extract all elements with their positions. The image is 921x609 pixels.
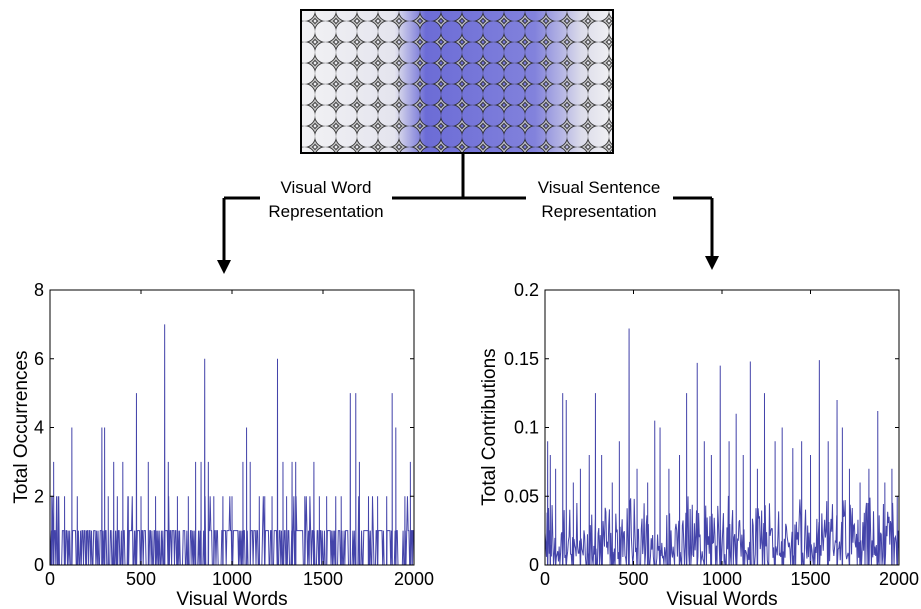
chart-right-xtick-label: 2000	[879, 569, 919, 589]
branch-left-line2: Representation	[268, 202, 383, 221]
chart-left-xtick-label: 1000	[212, 569, 252, 589]
chart-right-ytick-label: 0.15	[504, 349, 539, 369]
chart-left-xtick-label: 0	[45, 569, 55, 589]
chart-left-xtick-label: 1500	[303, 569, 343, 589]
chart-left: 0 500 1000 1500 2000 0 2 4 6 8 Visual Words Total…	[11, 280, 434, 609]
arrow-right-head	[705, 256, 719, 270]
chart-left-ytick-label: 8	[34, 280, 44, 300]
chart-left-series	[50, 324, 414, 565]
branch-right-line1: Visual Sentence	[538, 178, 661, 197]
chart-right-ytick-label: 0	[529, 555, 539, 575]
chart-right-series-line	[545, 328, 899, 565]
chart-right-xlabel: Visual Words	[666, 589, 777, 609]
chart-left-ytick-label: 2	[34, 486, 44, 506]
chart-left-ytick-label: 4	[34, 418, 44, 438]
chart-left-xtick-label: 500	[126, 569, 156, 589]
chart-right-xtick-label: 500	[618, 569, 648, 589]
chart-left-series-line	[50, 324, 414, 565]
chart-left-ylabel: Total Occurrences	[11, 350, 32, 503]
chart-right-ytick-label: 0.05	[504, 486, 539, 506]
chart-right-xtick-label: 1500	[790, 569, 830, 589]
texture-tile-border	[300, 9, 614, 154]
chart-right-ylabel: Total Contributions	[479, 348, 500, 505]
chart-right-ytick-label: 0.2	[514, 280, 539, 300]
branch-left-line1: Visual Word	[280, 178, 371, 197]
texture-tile	[300, 9, 614, 154]
chart-left-xlabel: Visual Words	[176, 589, 287, 609]
chart-left-ticks: 0 500 1000 1500 2000 0 2 4 6 8	[34, 280, 434, 589]
texture-tile-rings	[301, 10, 613, 153]
arrow-left-head	[217, 260, 231, 274]
connector-tree	[222, 153, 714, 262]
chart-left-ytick-label: 0	[34, 555, 44, 575]
chart-right-ytick-label: 0.1	[514, 418, 539, 438]
chart-right-xtick-label: 0	[540, 569, 550, 589]
branch-right-line2: Representation	[541, 202, 656, 221]
chart-right: 0 500 1000 1500 2000 0 0.05 0.1 0.15 0.2 Visual W…	[479, 280, 919, 609]
chart-right-xtick-label: 1000	[702, 569, 742, 589]
chart-left-xtick-label: 2000	[394, 569, 434, 589]
chart-left-ytick-label: 6	[34, 349, 44, 369]
chart-right-series	[545, 328, 899, 565]
chart-right-ticks: 0 500 1000 1500 2000 0 0.05 0.1 0.15 0.2	[504, 280, 919, 589]
